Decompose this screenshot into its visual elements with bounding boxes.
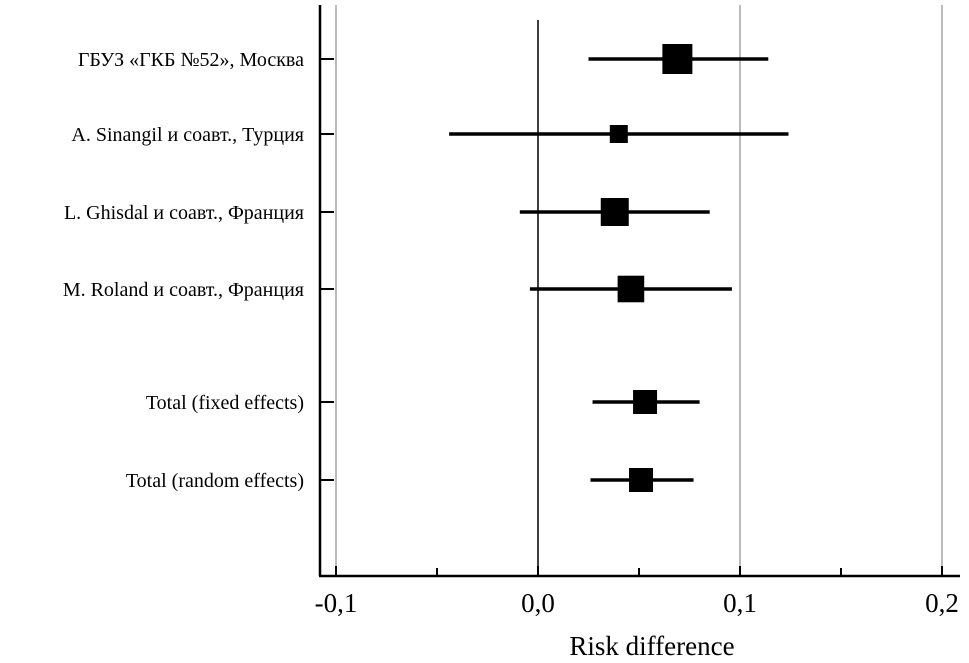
point-estimate bbox=[609, 125, 628, 143]
x-tick-label: 0,1 bbox=[723, 588, 757, 618]
x-axis-ticks: -0,1 0,0 0,1 0,2 bbox=[315, 566, 959, 618]
row-label: Total (fixed effects) bbox=[146, 392, 304, 414]
forest-row: ГБУЗ «ГКБ №52», Москва bbox=[78, 44, 769, 74]
x-tick-label: 0,2 bbox=[925, 588, 959, 618]
x-axis-label: Risk difference bbox=[569, 631, 734, 661]
forest-row: Total (fixed effects) bbox=[146, 390, 700, 414]
point-estimate bbox=[600, 198, 629, 226]
forest-row: M. Roland и соавт., Франция bbox=[63, 275, 732, 303]
row-label: L. Ghisdal и соавт., Франция bbox=[64, 202, 304, 224]
point-estimate bbox=[629, 468, 654, 492]
row-label: A. Sinangil и соавт., Турция bbox=[71, 124, 304, 146]
point-estimate bbox=[617, 275, 645, 303]
gridlines bbox=[335, 5, 943, 575]
row-label: M. Roland и соавт., Франция bbox=[63, 279, 304, 301]
point-estimate bbox=[662, 44, 693, 74]
forest-row: Total (random effects) bbox=[126, 468, 694, 492]
forest-row: A. Sinangil и соавт., Турция bbox=[71, 124, 789, 146]
study-rows: ГБУЗ «ГКБ №52», Москва A. Sinangil и соав… bbox=[63, 44, 789, 492]
point-estimate bbox=[633, 390, 658, 414]
row-label: ГБУЗ «ГКБ №52», Москва bbox=[78, 49, 304, 71]
row-label: Total (random effects) bbox=[126, 470, 304, 492]
forest-row: L. Ghisdal и соавт., Франция bbox=[64, 198, 710, 226]
x-tick-label: 0,0 bbox=[521, 588, 555, 618]
x-tick-label: -0,1 bbox=[315, 588, 358, 618]
